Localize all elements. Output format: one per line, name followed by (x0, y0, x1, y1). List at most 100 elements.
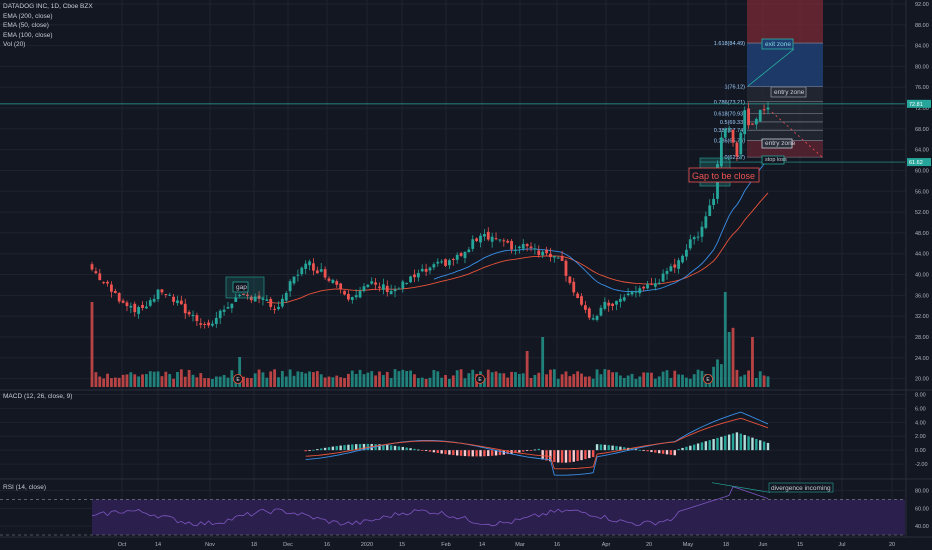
rsi-pane: divergence incoming (0, 482, 905, 536)
macd-histogram-bar (568, 450, 572, 463)
volume-bar (747, 370, 750, 387)
entry-zone-annotation-bottom-label: entry zone (765, 140, 796, 147)
volume-bar (94, 372, 98, 387)
candle-body (265, 299, 269, 301)
volume-bar (719, 364, 723, 387)
volume-bar (393, 369, 397, 387)
volume-bar (183, 376, 187, 387)
candle-body (207, 322, 210, 326)
candle-body (517, 246, 521, 249)
candle-body (218, 310, 222, 319)
candle-body (347, 293, 350, 300)
time-axis-tick: 18 (251, 542, 257, 548)
candle-body (152, 298, 156, 302)
volume-bar (673, 370, 677, 387)
rsi-axis-tick: 80.00 (915, 489, 929, 495)
time-axis-tick: 20 (889, 542, 895, 548)
volume-bar (265, 377, 269, 387)
macd-histogram-bar (708, 440, 711, 451)
volume-bar (537, 372, 541, 387)
macd-histogram-bar (731, 433, 735, 451)
time-axis-tick: Dec (283, 542, 293, 548)
volume-bar (650, 372, 653, 387)
volume-bar (459, 369, 463, 387)
macd-histogram-bar (661, 450, 665, 454)
volume-bar (510, 371, 513, 387)
candle-body (172, 296, 175, 302)
volume-bar (350, 370, 354, 387)
volume-bar (665, 370, 669, 387)
volume-bar (98, 376, 102, 387)
macd-histogram-bar (479, 450, 482, 457)
candle-body (564, 260, 568, 276)
time-axis-tick: 16 (554, 542, 560, 548)
volume-bar (323, 377, 327, 387)
projected-path (771, 111, 823, 158)
macd-histogram-bar (537, 448, 540, 451)
volume-bar (560, 374, 564, 387)
macd-axis-tick: -2.00 (915, 462, 928, 468)
candle-body (323, 269, 327, 278)
candle-body (195, 315, 199, 322)
entry-zone-annotation-top-box (770, 86, 807, 98)
divergence-annotation-label: divergence incoming (771, 485, 831, 492)
candle-body (541, 251, 545, 256)
macd-histogram-bar (358, 444, 362, 451)
stop-loss-annotation-label: stop loss (765, 157, 787, 163)
volume-bar (580, 373, 583, 387)
macd-axis-tick: 6.00 (915, 406, 926, 412)
candle-body (723, 128, 727, 138)
candle-body (642, 286, 646, 289)
volume-bar (595, 369, 599, 387)
candle-body (451, 259, 455, 261)
price-axis-tick: 76.00 (915, 85, 929, 91)
candle-body (102, 282, 106, 284)
time-axis-tick: 14 (479, 542, 485, 548)
price-axis-tick: 60.00 (915, 168, 929, 174)
candle-body (315, 270, 319, 274)
volume-bar (284, 376, 288, 387)
stop-price-tag: 61.62 (909, 160, 923, 166)
fib-level-label: 0.5(69.33) (720, 120, 745, 126)
candle-body (692, 237, 696, 240)
candle-body (467, 249, 471, 253)
volume-bar (545, 374, 548, 387)
candle-body (183, 303, 187, 314)
volume-bar (754, 377, 758, 387)
volume-bar (296, 371, 300, 387)
ema-200-line (266, 192, 769, 304)
candle-body (618, 298, 622, 302)
volume-bar (669, 377, 673, 387)
macd-histogram-bar (720, 436, 723, 451)
volume-bar (385, 371, 389, 387)
volume-bar (238, 357, 242, 387)
volume-bar (358, 369, 362, 387)
candle-body (494, 238, 498, 240)
entry-zone-annotation-bottom-box (761, 138, 793, 149)
candle-body (113, 291, 117, 294)
macd-histogram-bar (576, 450, 579, 462)
volume-bar (451, 375, 455, 387)
candle-body (90, 264, 94, 270)
volume-bar (304, 373, 308, 387)
macd-histogram-bar (747, 436, 750, 451)
candle-body (246, 294, 249, 296)
fib-target-red-zone (747, 0, 823, 44)
exit-zone-annotation-box (761, 38, 794, 50)
candle-body (129, 305, 133, 308)
time-axis-tick: 18 (723, 542, 729, 548)
volume-bar (242, 376, 245, 387)
volume-bar (187, 369, 191, 387)
candle-body (696, 236, 700, 238)
time-axis-tick: Nov (205, 542, 215, 548)
candle-body (591, 318, 595, 320)
macd-histogram-bar (401, 446, 405, 451)
volume-bar (494, 371, 498, 387)
macd-histogram-bar (475, 450, 478, 457)
candle-body (242, 293, 245, 295)
macd-histogram-bar (436, 450, 439, 453)
divergence-line (711, 482, 771, 493)
macd-histogram-bar (755, 438, 758, 451)
candle-body (688, 239, 692, 249)
